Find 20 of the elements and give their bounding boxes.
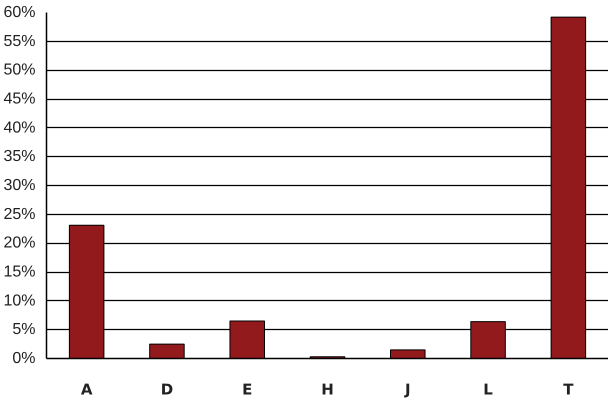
x-tick-label: H	[321, 380, 334, 398]
y-tick-label: 40%	[3, 119, 36, 136]
y-tick-label: 60%	[3, 4, 36, 21]
y-tick-label: 45%	[3, 90, 36, 108]
x-tick-label: J	[404, 380, 411, 398]
x-tick-label: L	[483, 380, 494, 398]
y-tick-label: 10%	[3, 292, 36, 310]
y-tick-label: 20%	[3, 234, 36, 252]
y-tick-label: 35%	[3, 148, 36, 166]
y-tick-label: 50%	[3, 62, 36, 79]
y-tick-label: 0%	[12, 350, 36, 367]
y-tick-label: 55%	[3, 32, 36, 50]
x-tick-label: T	[563, 380, 574, 398]
x-tick-label: D	[160, 380, 174, 398]
y-tick-label: 25%	[3, 206, 36, 223]
y-tick-label: 15%	[3, 264, 36, 280]
y-tick-label: 30%	[3, 177, 36, 194]
x-tick-label: A	[80, 380, 93, 398]
y-tick-label: 5%	[12, 321, 36, 338]
x-tick-label: E	[242, 380, 252, 398]
